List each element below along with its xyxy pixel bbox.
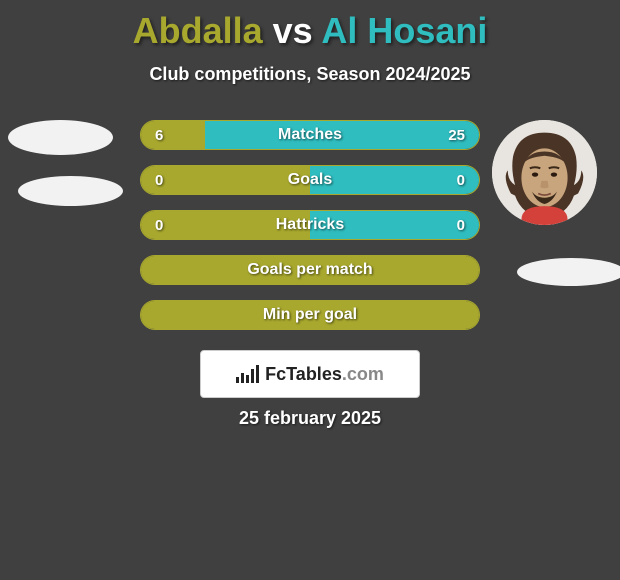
stat-bar-left-fill [141,121,205,149]
stat-bar-right-fill [205,121,479,149]
comparison-bars: 6 25 Matches 0 0 Goals 0 0 Hattricks Goals per ma… [140,120,480,345]
stat-label: Goals [288,171,332,189]
player2-club-badge [517,258,620,286]
avatar-placeholder-icon [492,120,597,225]
stat-bar: 0 0 Hattricks [140,210,480,240]
date-label: 25 february 2025 [0,408,620,429]
stat-label: Min per goal [263,306,357,324]
subtitle: Club competitions, Season 2024/2025 [0,64,620,85]
stat-left-value: 0 [155,166,163,194]
stat-bar: 0 0 Goals [140,165,480,195]
player1-avatar [8,120,113,155]
stat-right-value: 0 [457,211,465,239]
stat-label: Hattricks [276,216,344,234]
player2-avatar [492,120,597,225]
stat-label: Goals per match [247,261,372,279]
chart-icon [236,365,259,383]
stat-left-value: 6 [155,121,163,149]
stat-bar: Min per goal [140,300,480,330]
stat-right-value: 25 [448,121,465,149]
stat-bar-left-fill [141,166,310,194]
logo-text: FcTables.com [265,364,384,385]
fctables-logo[interactable]: FcTables.com [200,350,420,398]
player2-name: Al Hosani [321,10,487,51]
stat-bar: 6 25 Matches [140,120,480,150]
stat-label: Matches [278,126,342,144]
stat-bar: Goals per match [140,255,480,285]
player1-club-badge [18,176,123,206]
vs-text: vs [273,10,313,51]
player1-name: Abdalla [133,10,263,51]
stat-left-value: 0 [155,211,163,239]
page-title: Abdalla vs Al Hosani [0,0,620,52]
stat-right-value: 0 [457,166,465,194]
stat-bar-right-fill [310,166,479,194]
